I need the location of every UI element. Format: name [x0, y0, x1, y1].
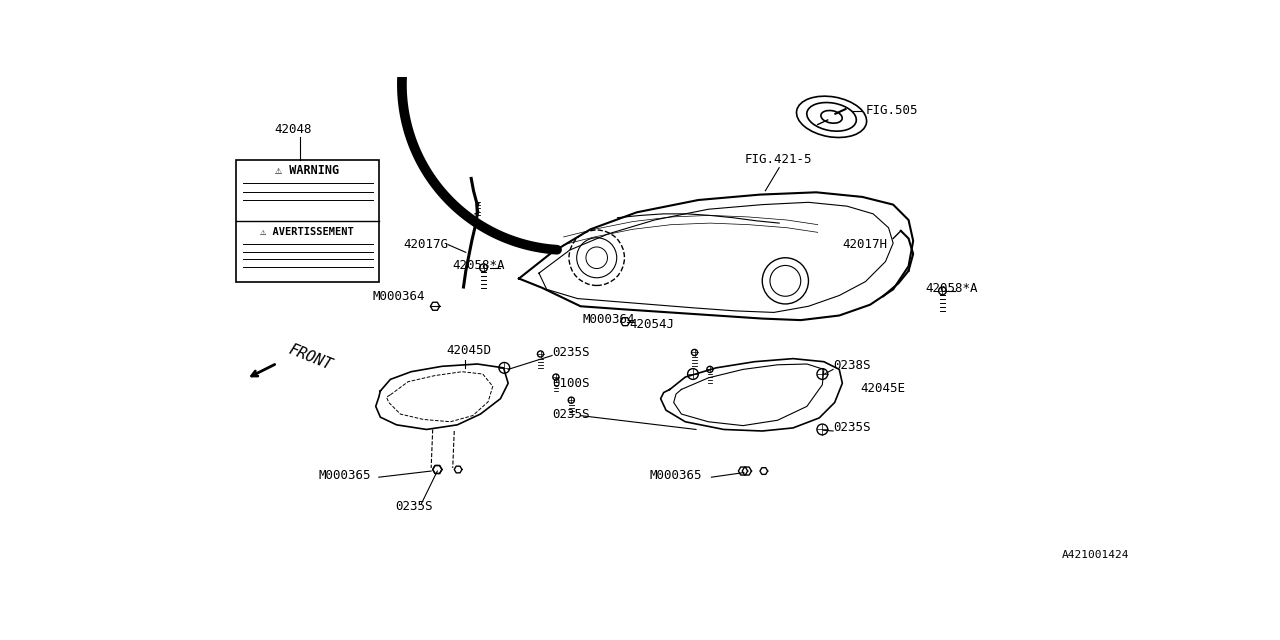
Text: FRONT: FRONT [287, 342, 334, 373]
Text: 42058*A: 42058*A [925, 282, 978, 295]
Text: 42045D: 42045D [447, 344, 492, 356]
Text: 42045E: 42045E [860, 382, 905, 395]
Text: 42058*A: 42058*A [452, 259, 504, 272]
Text: M000365: M000365 [650, 469, 703, 482]
Text: FIG.421-5: FIG.421-5 [745, 154, 812, 166]
Text: ⚠ AVERTISSEMENT: ⚠ AVERTISSEMENT [260, 227, 355, 237]
Text: 0235S: 0235S [552, 408, 590, 420]
Text: 42017H: 42017H [842, 238, 887, 251]
Text: 42048: 42048 [275, 123, 312, 136]
Text: 0235S: 0235S [396, 500, 433, 513]
Text: 42054J: 42054J [628, 318, 675, 332]
Text: 42017G: 42017G [403, 238, 448, 251]
Text: ⚠ WARNING: ⚠ WARNING [275, 164, 339, 177]
Bar [237, 160, 379, 282]
Text: M000364: M000364 [582, 313, 635, 326]
Text: 0235S: 0235S [552, 346, 590, 359]
Text: 0235S: 0235S [833, 420, 870, 434]
Text: A421001424: A421001424 [1062, 550, 1129, 561]
Text: 0238S: 0238S [833, 359, 870, 372]
Text: M000364: M000364 [372, 290, 425, 303]
Text: FIG.505: FIG.505 [865, 104, 918, 117]
Text: 0100S: 0100S [552, 377, 590, 390]
Text: M000365: M000365 [319, 469, 371, 482]
